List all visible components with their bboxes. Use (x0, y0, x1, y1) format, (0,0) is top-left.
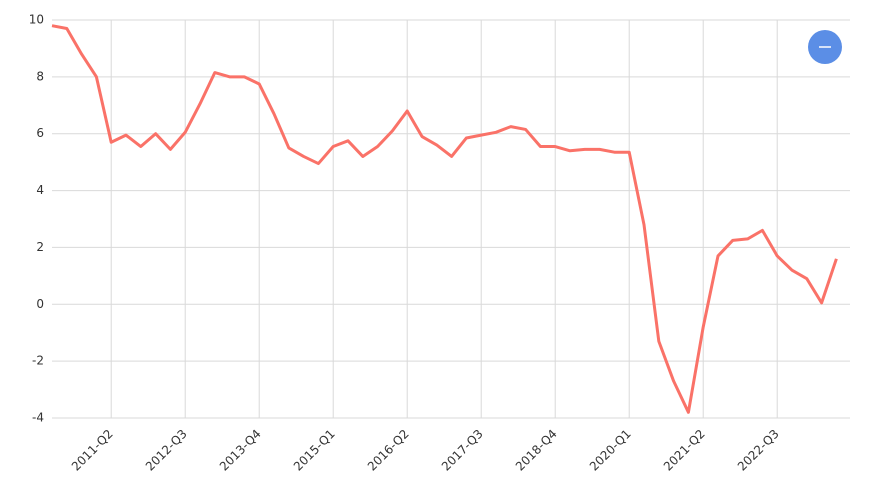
x-tick-label: 2015-Q1 (291, 427, 338, 474)
y-tick-label: 4 (36, 183, 44, 197)
x-tick-label: 2013-Q4 (217, 427, 264, 474)
y-tick-label: 8 (36, 69, 44, 83)
y-tick-label: -2 (32, 354, 44, 368)
x-tick-label: 2017-Q3 (439, 427, 486, 474)
x-tick-label: 2011-Q2 (69, 427, 116, 474)
x-tick-label: 2020-Q1 (587, 427, 634, 474)
x-tick-label: 2012-Q3 (143, 427, 190, 474)
y-tick-label: 2 (36, 240, 44, 254)
y-tick-label: 6 (36, 126, 44, 140)
y-tick-label: 10 (29, 13, 44, 27)
x-tick-label: 2018-Q4 (513, 427, 560, 474)
x-tick-label: 2022-Q3 (735, 427, 782, 474)
zoom-button[interactable] (808, 30, 842, 64)
y-tick-label: -4 (32, 411, 44, 425)
x-tick-label: 2016-Q2 (365, 427, 412, 474)
y-tick-label: 0 (36, 297, 44, 311)
data-line (51, 24, 838, 414)
x-tick-label: 2021-Q2 (661, 427, 708, 474)
